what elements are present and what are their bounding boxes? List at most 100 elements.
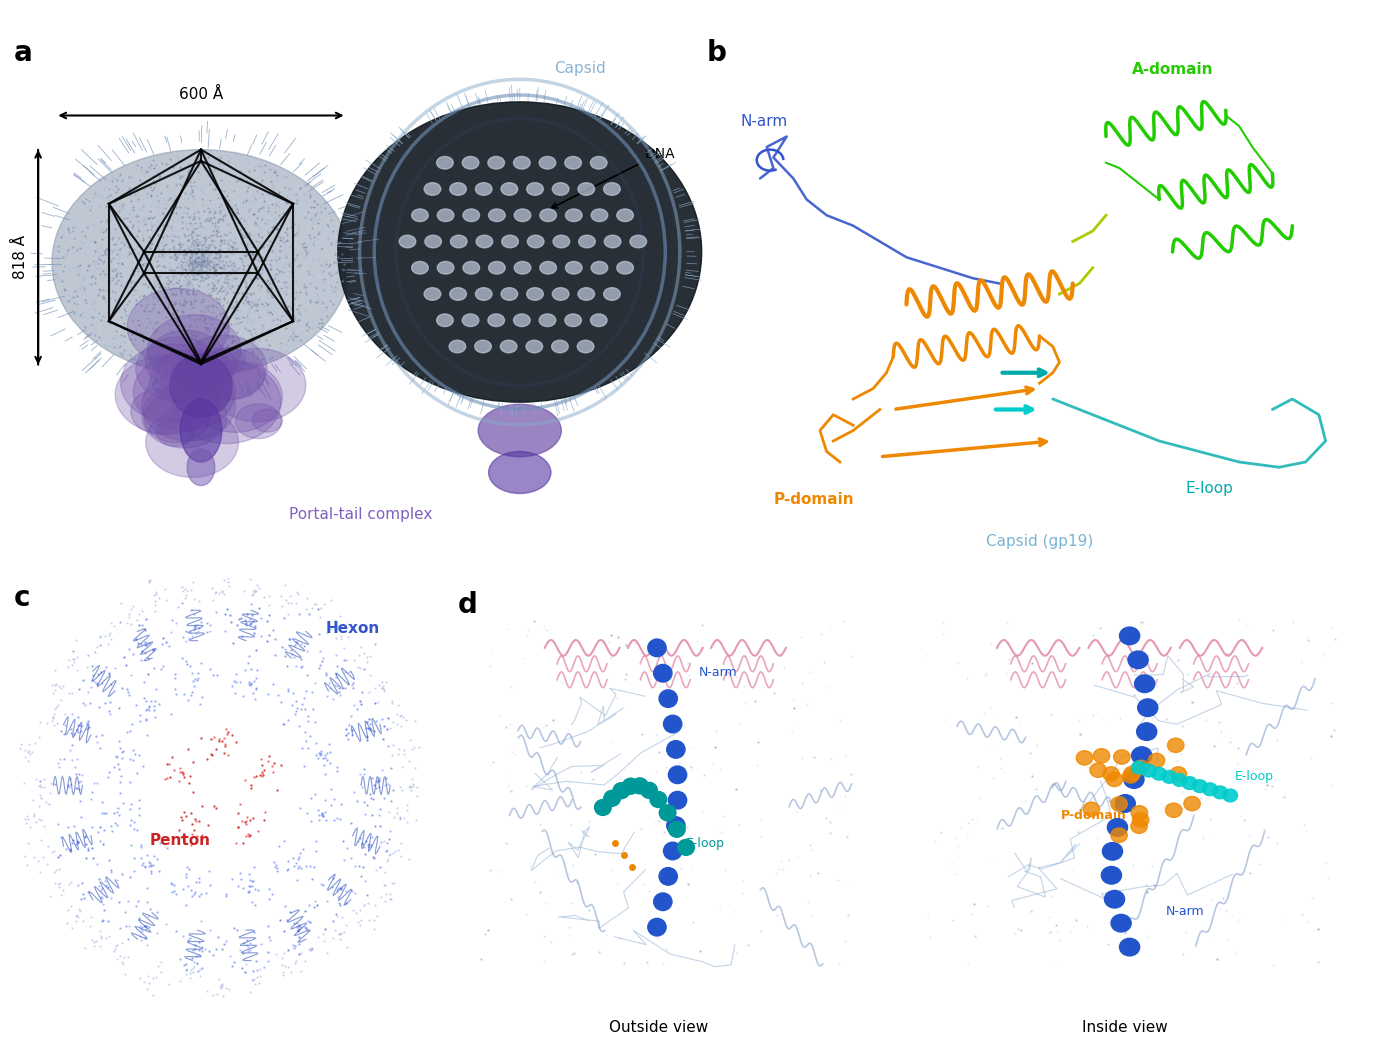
Circle shape	[477, 235, 493, 248]
Text: P-domain: P-domain	[1062, 810, 1127, 822]
Circle shape	[647, 639, 667, 656]
Circle shape	[629, 235, 646, 248]
Circle shape	[144, 393, 209, 443]
Circle shape	[650, 792, 667, 807]
Circle shape	[1123, 769, 1139, 783]
Circle shape	[525, 340, 543, 353]
Circle shape	[1103, 766, 1120, 781]
Circle shape	[146, 331, 227, 392]
Circle shape	[604, 791, 621, 806]
Circle shape	[133, 353, 236, 430]
Circle shape	[1116, 795, 1135, 813]
Circle shape	[604, 235, 621, 248]
Circle shape	[539, 156, 556, 169]
Circle shape	[1132, 813, 1149, 827]
Text: 600 Å: 600 Å	[179, 87, 223, 103]
Circle shape	[1148, 753, 1164, 768]
Circle shape	[1105, 890, 1124, 908]
Circle shape	[668, 766, 686, 783]
Circle shape	[449, 340, 466, 353]
Circle shape	[660, 690, 678, 708]
Circle shape	[565, 314, 582, 327]
Circle shape	[146, 407, 238, 478]
Circle shape	[1170, 766, 1186, 781]
Circle shape	[463, 261, 480, 274]
Circle shape	[136, 337, 222, 402]
Circle shape	[463, 314, 480, 327]
Circle shape	[1128, 651, 1148, 669]
Circle shape	[502, 288, 518, 300]
Text: d: d	[457, 591, 477, 620]
Circle shape	[1182, 777, 1198, 790]
Circle shape	[1222, 790, 1238, 802]
Circle shape	[1192, 780, 1207, 793]
Ellipse shape	[338, 102, 701, 402]
Circle shape	[141, 383, 227, 448]
Circle shape	[565, 261, 582, 274]
Circle shape	[463, 209, 480, 222]
Text: Capsid (gp19): Capsid (gp19)	[985, 534, 1094, 549]
Circle shape	[424, 183, 441, 195]
Text: a: a	[14, 39, 33, 67]
Circle shape	[1137, 722, 1157, 740]
Circle shape	[180, 335, 266, 401]
Circle shape	[1173, 774, 1186, 786]
Circle shape	[617, 209, 633, 222]
Circle shape	[1135, 675, 1155, 693]
Circle shape	[527, 288, 543, 300]
Circle shape	[1107, 819, 1128, 836]
Circle shape	[53, 149, 349, 376]
Ellipse shape	[170, 355, 233, 417]
Circle shape	[1138, 699, 1157, 716]
Circle shape	[552, 183, 568, 195]
Circle shape	[1120, 627, 1139, 645]
Text: Inside view: Inside view	[1082, 1020, 1168, 1035]
Circle shape	[157, 418, 194, 446]
Circle shape	[437, 209, 453, 222]
Circle shape	[450, 288, 466, 300]
Circle shape	[1094, 749, 1110, 763]
Text: E-loop: E-loop	[686, 837, 725, 850]
Circle shape	[1124, 766, 1141, 780]
Ellipse shape	[187, 449, 215, 485]
Circle shape	[1089, 763, 1106, 777]
Circle shape	[539, 261, 556, 274]
Text: Penton: Penton	[150, 834, 211, 848]
Text: 818 Å: 818 Å	[14, 235, 28, 279]
Circle shape	[1110, 828, 1127, 842]
Circle shape	[412, 209, 428, 222]
Circle shape	[1213, 786, 1228, 799]
Circle shape	[577, 340, 595, 353]
Circle shape	[147, 315, 241, 385]
Circle shape	[660, 867, 678, 885]
Circle shape	[514, 261, 531, 274]
Circle shape	[172, 361, 281, 443]
Circle shape	[1102, 842, 1123, 860]
Circle shape	[209, 348, 245, 375]
Circle shape	[552, 288, 568, 300]
Circle shape	[539, 314, 556, 327]
Circle shape	[1124, 771, 1143, 789]
Circle shape	[1152, 768, 1167, 780]
Circle shape	[236, 403, 281, 439]
Circle shape	[1084, 802, 1099, 817]
Circle shape	[1203, 783, 1217, 796]
Circle shape	[176, 350, 233, 394]
Circle shape	[502, 235, 518, 248]
Circle shape	[1167, 738, 1184, 753]
Circle shape	[527, 183, 543, 195]
Circle shape	[500, 340, 517, 353]
Circle shape	[603, 288, 621, 300]
Circle shape	[590, 314, 607, 327]
Text: c: c	[14, 585, 30, 612]
Circle shape	[640, 782, 657, 798]
Circle shape	[664, 715, 682, 733]
Text: Capsid: Capsid	[554, 61, 606, 76]
Circle shape	[424, 288, 441, 300]
Circle shape	[1161, 771, 1177, 783]
Circle shape	[412, 261, 428, 274]
Circle shape	[128, 289, 229, 365]
Circle shape	[198, 349, 265, 399]
Text: N-arm: N-arm	[699, 666, 737, 678]
Circle shape	[660, 805, 676, 821]
